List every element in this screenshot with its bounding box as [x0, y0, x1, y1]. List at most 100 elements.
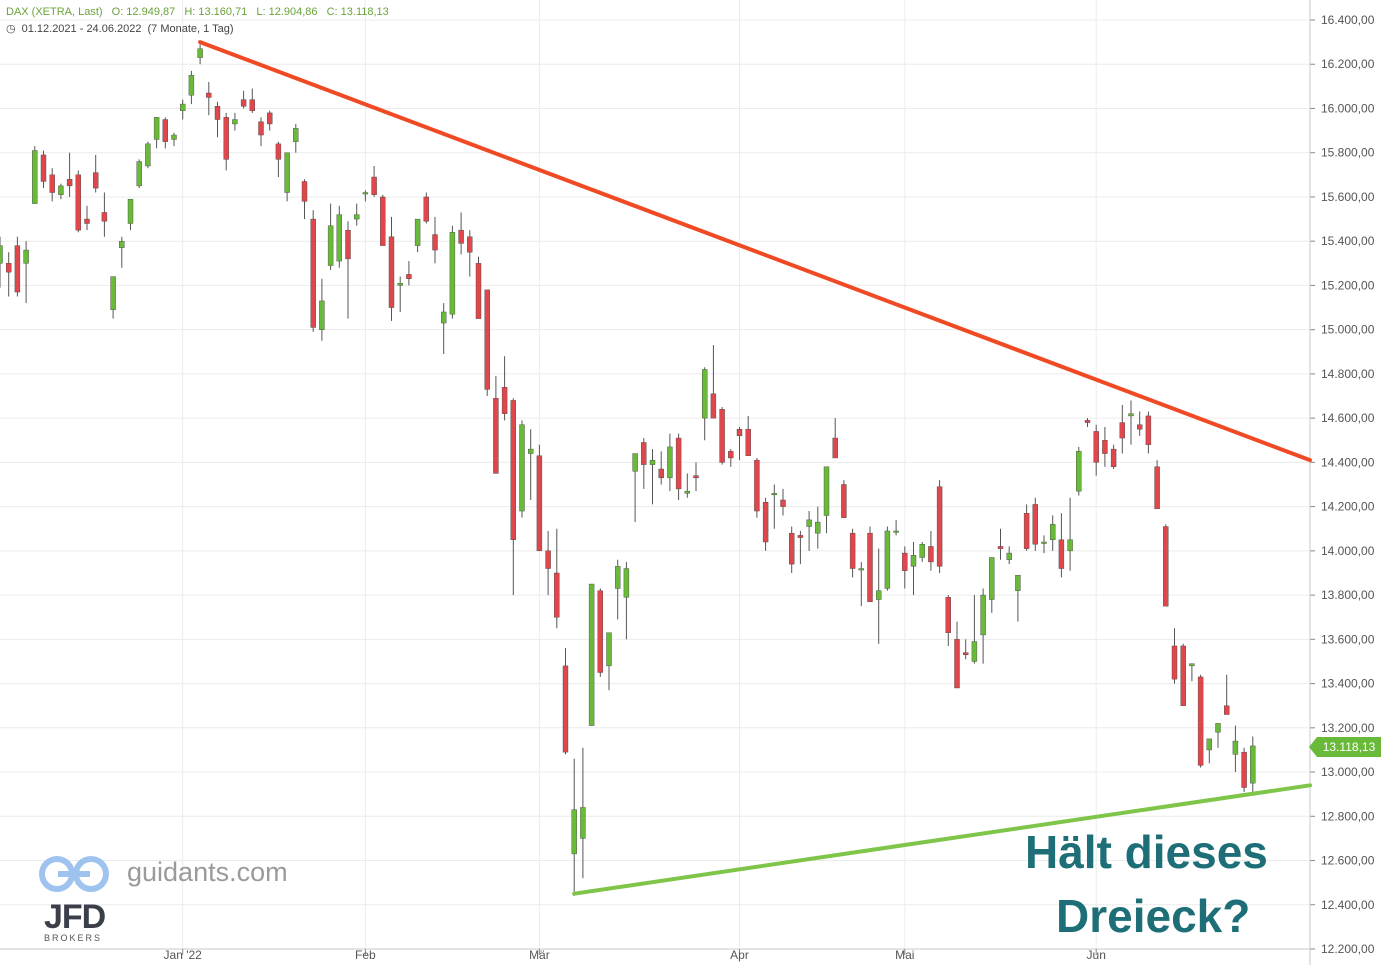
candle — [667, 433, 673, 492]
candle-body — [945, 597, 951, 633]
candle — [1223, 674, 1230, 715]
candle — [345, 221, 351, 319]
candle-body — [919, 544, 925, 558]
candle — [23, 241, 29, 304]
y-tick-label: 14.400,00 — [1321, 455, 1375, 469]
candle-body — [580, 807, 586, 839]
period-label: (7 Monate, 1 Tag) — [147, 23, 234, 35]
candle-body — [623, 568, 630, 598]
candle-body — [388, 236, 395, 308]
candle — [736, 426, 743, 461]
candle-body — [536, 455, 543, 552]
candle-body — [49, 174, 55, 193]
open-value: O: 12.949,87 — [111, 6, 176, 18]
candle-body — [475, 263, 482, 319]
candle-body — [641, 442, 647, 465]
candle — [458, 212, 464, 255]
candle — [1093, 424, 1099, 476]
candle — [1206, 738, 1213, 764]
candle-body — [780, 499, 786, 507]
candle-body — [841, 484, 847, 518]
candle — [649, 449, 656, 505]
y-tick-label: 16.400,00 — [1321, 13, 1375, 27]
y-tick-label: 16.200,00 — [1321, 57, 1375, 71]
candle-body — [371, 176, 377, 195]
candle — [319, 278, 325, 341]
candle — [1145, 411, 1152, 454]
candle — [441, 303, 447, 354]
candle — [702, 367, 708, 441]
candle-body — [876, 590, 882, 600]
candle-body — [1250, 745, 1256, 784]
candle-body — [345, 229, 351, 260]
candle — [545, 530, 551, 596]
candle-body — [1067, 539, 1073, 552]
candle-body — [867, 532, 873, 602]
candle — [1110, 444, 1117, 470]
candle — [249, 88, 256, 113]
candle — [84, 205, 90, 231]
candle — [1015, 574, 1021, 622]
candle — [823, 466, 830, 534]
candle-body — [936, 486, 943, 567]
candle — [371, 165, 377, 197]
x-tick-label: Jun — [1087, 948, 1106, 962]
candle-body — [1145, 415, 1152, 445]
candle — [153, 117, 160, 149]
candle-body — [267, 112, 273, 125]
candle — [719, 407, 725, 465]
candle — [1049, 515, 1056, 551]
y-tick-label: 15.800,00 — [1321, 146, 1375, 160]
candle — [223, 112, 229, 171]
candle — [980, 588, 986, 664]
chart-info-range: ◷ 01.12.2021 - 24.06.2022 (7 Monate, 1 Tag… — [6, 22, 240, 35]
candle-body — [249, 99, 256, 111]
candle-body — [23, 249, 29, 264]
candle-body — [171, 134, 177, 140]
candle-body — [562, 665, 569, 753]
candle — [406, 261, 412, 286]
candle — [1032, 497, 1039, 551]
candle — [136, 159, 142, 189]
candle — [849, 528, 856, 578]
candle — [40, 150, 47, 189]
candle — [449, 225, 456, 319]
candle-body — [14, 245, 21, 293]
candle — [1171, 628, 1178, 684]
candle-body — [1015, 574, 1021, 591]
candle — [928, 530, 934, 571]
chart-info-ohlc: DAX (XETRA, Last) O: 12.949,87 H: 13.160… — [6, 6, 395, 18]
candle — [1197, 674, 1204, 768]
y-tick-label: 14.000,00 — [1321, 544, 1375, 558]
candle — [806, 511, 812, 551]
headline-line-2: Dreieck? — [1056, 890, 1251, 942]
candle — [388, 216, 395, 321]
candle — [1102, 426, 1108, 467]
candle — [188, 70, 195, 105]
y-tick-label: 13.200,00 — [1321, 721, 1375, 735]
candle — [1076, 446, 1082, 496]
candle-body — [5, 263, 12, 273]
candle-body — [423, 196, 429, 222]
candle-body — [745, 429, 751, 456]
last-price-badge: 13.118,13 — [1309, 737, 1381, 757]
candle-body — [1058, 539, 1065, 569]
candle — [362, 190, 369, 202]
candle-body — [1032, 504, 1039, 545]
candles — [0, 44, 1256, 896]
candle — [1128, 400, 1134, 445]
candle-body — [615, 566, 621, 589]
candle-body — [815, 521, 821, 534]
candle — [910, 542, 917, 596]
candle-body — [1119, 422, 1126, 439]
clock-icon: ◷ — [6, 23, 16, 35]
candle — [119, 236, 125, 268]
candle — [423, 192, 429, 224]
x-tick-label: Jan '22 — [164, 948, 203, 962]
x-tick-label: Feb — [355, 948, 376, 962]
candle-body — [441, 311, 447, 324]
candle-body — [806, 519, 812, 527]
candle — [1241, 747, 1247, 792]
candle-body — [327, 225, 334, 266]
candle-body — [989, 557, 995, 600]
